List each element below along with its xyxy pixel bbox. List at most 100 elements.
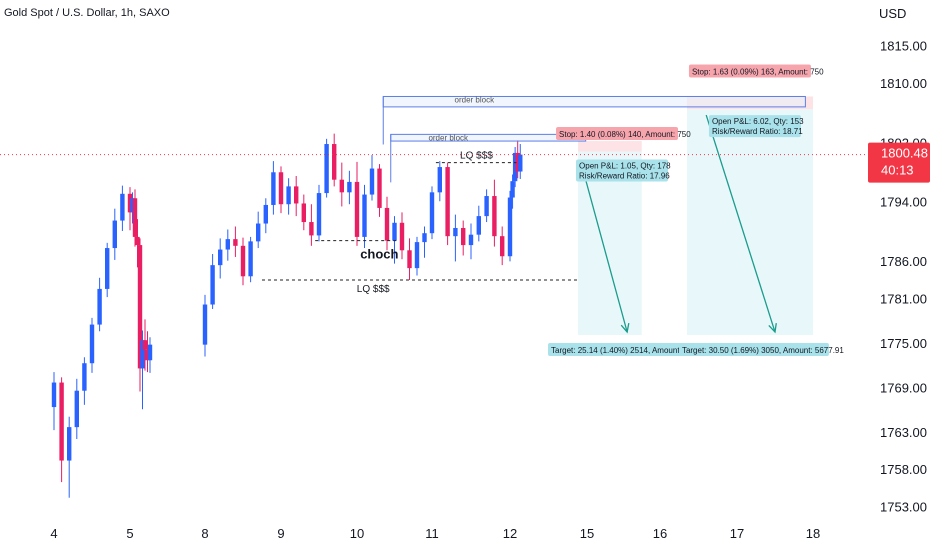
candle-body[interactable] xyxy=(130,198,135,213)
price-tick-label: 1781.00 xyxy=(880,291,927,306)
order-block-label: order block xyxy=(455,95,496,104)
candle-body[interactable] xyxy=(147,344,153,361)
candle-body[interactable] xyxy=(218,249,223,266)
candle-body[interactable] xyxy=(437,167,442,193)
candle-body[interactable] xyxy=(484,196,489,217)
price-tick-label: 1786.00 xyxy=(880,254,927,269)
candle-body[interactable] xyxy=(301,203,306,223)
position-info-bg xyxy=(576,159,669,182)
candle-body[interactable] xyxy=(422,233,427,243)
candle-body[interactable] xyxy=(278,172,284,205)
drawing-labels: order block order block LQ $$$ LQ $$$ choch S… xyxy=(357,64,844,356)
order-block-box[interactable] xyxy=(382,95,806,108)
projection-arrow[interactable] xyxy=(579,160,628,333)
candle-body[interactable] xyxy=(500,236,505,257)
projection-arrow-head xyxy=(768,323,777,334)
candle-body[interactable] xyxy=(89,324,95,364)
position-info-line: Open P&L: 6.02, Qty: 153 xyxy=(712,117,804,126)
candle-body[interactable] xyxy=(377,168,382,208)
candle-body[interactable] xyxy=(294,186,299,204)
price-axis[interactable] xyxy=(865,0,932,550)
candle-body[interactable] xyxy=(286,186,291,205)
candle-body[interactable] xyxy=(142,340,148,350)
candle-body[interactable] xyxy=(240,245,246,277)
candle-body[interactable] xyxy=(354,181,360,237)
candle-body[interactable] xyxy=(51,382,57,408)
candle-body[interactable] xyxy=(202,304,208,345)
candle-body[interactable] xyxy=(512,152,518,182)
candle-body[interactable] xyxy=(414,242,420,269)
price-tick-label: 1758.00 xyxy=(880,462,927,477)
liquidity-label: LQ $$$ xyxy=(460,151,493,162)
target-label-bg xyxy=(678,342,829,356)
candle-body[interactable] xyxy=(105,248,110,289)
candle-body[interactable] xyxy=(132,198,138,237)
candle-body[interactable] xyxy=(120,193,125,221)
candle-body[interactable] xyxy=(67,427,72,461)
candle-body[interactable] xyxy=(384,207,390,241)
time-axis[interactable] xyxy=(0,518,865,550)
candle-body[interactable] xyxy=(461,227,466,246)
candle-body[interactable] xyxy=(233,239,238,246)
candle-body[interactable] xyxy=(492,196,497,237)
candle-body[interactable] xyxy=(263,204,268,224)
position-zones xyxy=(578,96,813,335)
time-axis-ticks: 4 5 8 9 10 11 12 15 16 17 18 xyxy=(50,526,820,541)
candle-body[interactable] xyxy=(140,340,145,369)
candle-body[interactable] xyxy=(256,223,261,242)
position-info-line: Risk/Reward Ratio: 18.71 xyxy=(712,127,803,136)
price-tick-label: 1769.00 xyxy=(880,380,927,395)
candle-body[interactable] xyxy=(135,236,140,246)
candle-body[interactable] xyxy=(339,179,344,193)
current-price-tag: 1800.48 40:13 xyxy=(868,142,930,183)
candle-body[interactable] xyxy=(476,216,481,235)
candle-body[interactable] xyxy=(74,390,79,428)
currency-label: USD xyxy=(879,6,906,21)
time-tick-label: 16 xyxy=(653,526,667,541)
candle-body[interactable] xyxy=(137,245,143,369)
price-tick-label: 1775.00 xyxy=(880,336,927,351)
liquidity-label: LQ $$$ xyxy=(357,284,390,295)
stop-label: Stop: 1.40 (0.08%) 140, Amount: 750 xyxy=(559,130,691,139)
candle-body[interactable] xyxy=(271,172,276,205)
candle-body[interactable] xyxy=(210,265,215,305)
candle-body[interactable] xyxy=(510,181,515,198)
candle-body[interactable] xyxy=(362,194,367,237)
stop-label-bg xyxy=(556,127,679,141)
order-block-label: order block xyxy=(428,133,469,142)
position-info-bg xyxy=(708,115,801,138)
candle-body[interactable] xyxy=(248,241,253,277)
candle-body[interactable] xyxy=(392,222,397,241)
candle-body[interactable] xyxy=(468,234,474,246)
target-label-bg xyxy=(548,342,699,356)
candle-body[interactable] xyxy=(407,250,412,269)
candle-body[interactable] xyxy=(399,222,405,251)
candle-body[interactable] xyxy=(127,193,133,213)
drawing-overlays[interactable] xyxy=(262,95,806,334)
candle-body[interactable] xyxy=(309,222,314,236)
candle-body[interactable] xyxy=(59,382,64,461)
candle-body[interactable] xyxy=(369,168,375,195)
time-tick-label: 5 xyxy=(126,526,133,541)
candle-body[interactable] xyxy=(347,181,352,193)
candles[interactable] xyxy=(51,133,523,498)
candle-body[interactable] xyxy=(316,193,322,236)
candle-body[interactable] xyxy=(453,227,458,237)
projection-arrow-head xyxy=(620,323,630,334)
candle-body[interactable] xyxy=(97,288,102,325)
candle-body[interactable] xyxy=(112,220,117,249)
projection-arrow[interactable] xyxy=(705,114,776,333)
candle-body[interactable] xyxy=(507,197,513,257)
candle-body[interactable] xyxy=(445,167,450,237)
time-tick-label: 4 xyxy=(50,526,57,541)
candle-body[interactable] xyxy=(324,144,329,194)
candle-body[interactable] xyxy=(82,363,87,391)
candle-body[interactable] xyxy=(429,192,435,234)
candle-body[interactable] xyxy=(332,144,337,180)
candle-body[interactable] xyxy=(145,349,150,361)
candle-body[interactable] xyxy=(225,239,230,250)
candle-body[interactable] xyxy=(518,154,523,172)
candle-body[interactable] xyxy=(515,152,520,172)
